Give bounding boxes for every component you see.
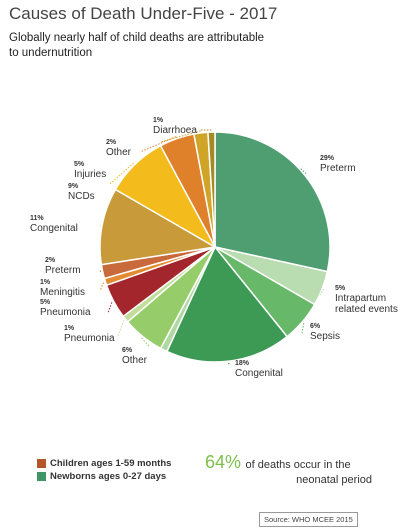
slice-percent-label: 29% (320, 155, 335, 162)
leader-line (299, 167, 307, 175)
source-note: Source: WHO MCEE 2015 (259, 512, 358, 527)
slice-name-label: Other (122, 355, 148, 366)
slice-name-label: NCDs (68, 191, 95, 202)
neonatal-stat-text-1: of deaths occur in the (245, 459, 351, 471)
pie-slice (165, 245, 289, 363)
slice-percent-label: 1% (64, 325, 75, 332)
leader-line (109, 162, 134, 185)
slice-name-label: Diarrhoea (153, 125, 197, 136)
neonatal-stat-percent: 64% (205, 452, 242, 472)
legend-item-newborns: Newborns ages 0-27 days (37, 470, 171, 483)
slice-name-label: Preterm (320, 163, 356, 174)
legend-item-children: Children ages 1-59 months (37, 457, 171, 470)
pie-slice (99, 188, 218, 266)
slice-percent-label: 5% (40, 299, 51, 306)
leader-line (139, 136, 177, 153)
legend-label-children: Children ages 1-59 months (50, 458, 172, 469)
slice-name-label: Congenital (235, 368, 283, 379)
leader-line (99, 282, 104, 292)
leader-line (319, 288, 325, 296)
slice-percent-label: 6% (310, 323, 321, 330)
slice-percent-label: 1% (40, 279, 51, 286)
slice-name-label: Other (106, 147, 132, 158)
slice-percent-label: 2% (45, 257, 56, 264)
slice-name-label: Congenital (30, 223, 78, 234)
legend-label-newborns: Newborns ages 0-27 days (50, 471, 167, 482)
slice-percent-label: 11% (30, 215, 44, 222)
slice-percent-label: 18% (235, 360, 250, 367)
slice-percent-label: 5% (74, 161, 85, 168)
slice-name-label: Preterm (45, 265, 81, 276)
leader-line (227, 362, 230, 365)
leader-line (107, 302, 113, 314)
slice-name-label: Meningitis (40, 287, 85, 298)
neonatal-stat-text-2: neonatal period (296, 474, 372, 486)
pie-slice (214, 131, 331, 273)
slice-name-label: related events (335, 304, 398, 315)
slice-percent-label: 9% (68, 183, 79, 190)
legend-swatch-children (37, 459, 46, 468)
slice-percent-label: 2% (106, 139, 117, 146)
neonatal-stat: 64% of deaths occur in the (205, 452, 377, 473)
slice-percent-label: 5% (335, 285, 346, 292)
leader-line (159, 130, 201, 143)
chart-subtitle: Globally nearly half of child deaths are… (9, 32, 265, 59)
legend: Children ages 1-59 months Newborns ages … (37, 457, 171, 483)
leader-line (99, 269, 102, 273)
slice-name-label: Intrapartum (335, 293, 386, 304)
slice-name-label: Pneumonia (64, 333, 115, 344)
leader-line (301, 323, 305, 334)
slice-name-label: Sepsis (310, 331, 340, 342)
slice-percent-label: 6% (122, 347, 133, 354)
legend-swatch-newborns (37, 472, 46, 481)
leader-line (141, 337, 151, 348)
pie-slice (207, 131, 216, 248)
slice-name-label: Pneumonia (40, 307, 91, 318)
chart-title: Causes of Death Under-Five - 2017 (9, 4, 278, 23)
slice-percent-label: 1% (153, 117, 164, 124)
slice-name-label: Injuries (74, 169, 106, 180)
leader-line (117, 320, 125, 337)
